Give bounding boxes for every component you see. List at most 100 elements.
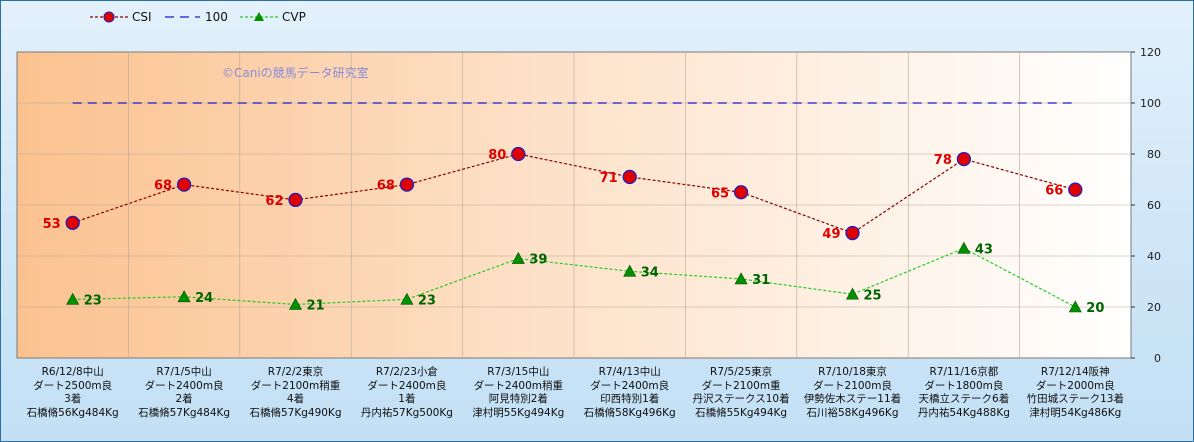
x-tick-label-line: 石橋脩58Kg496Kg — [583, 406, 676, 419]
x-tick-label-line: ダート2400m稍重 — [473, 379, 564, 392]
watermark: ©Caniの競馬データ研究室 — [222, 65, 369, 80]
x-tick-label-line: ダート2400m良 — [367, 379, 447, 392]
x-tick-label-line: 伊勢佐木ステー11着 — [803, 393, 902, 406]
legend-csi-label: CSI — [132, 10, 152, 24]
x-tick-label-line: R7/12/14阪神 — [1040, 366, 1110, 378]
csi-point — [65, 215, 80, 231]
cvp-data-label: 25 — [864, 288, 882, 303]
x-tick-label-line: ダート2100m重 — [701, 379, 781, 392]
cvp-point — [400, 292, 414, 305]
cvp-point — [734, 272, 748, 285]
legend-100-label: 100 — [205, 10, 228, 24]
cvp-point — [1068, 300, 1082, 313]
csi-point — [1068, 182, 1083, 197]
y-tick-label: 60 — [1147, 199, 1161, 212]
cvp-point — [288, 297, 303, 310]
y-tick-label: 40 — [1147, 250, 1161, 263]
y-tick-label: 20 — [1147, 301, 1161, 314]
y-tick-label: 80 — [1147, 148, 1161, 161]
cvp-data-label: 21 — [307, 298, 325, 313]
cvp-point — [66, 292, 80, 305]
x-tick-label: R7/2/2東京 ダート2100m稍重 4着 石橋脩57Kg490Kg — [240, 366, 352, 420]
x-tick-label-line: 丹内祐57Kg500Kg — [360, 406, 453, 419]
cvp-data-label: 20 — [1086, 301, 1104, 316]
x-tick-label-line: ダート2500m良 — [33, 379, 113, 392]
cvp-point — [177, 290, 191, 303]
x-tick-label-line: ダート2000m良 — [1035, 379, 1115, 392]
csi-data-label: 68 — [154, 179, 172, 194]
x-tick-label-line: 4着 — [286, 393, 305, 406]
x-tick-label-line: 津村明55Kg494Kg — [472, 406, 565, 419]
legend-csi-marker — [103, 11, 115, 23]
cvp-point — [845, 287, 860, 300]
x-tick-label-line: R7/5/25東京 — [710, 366, 773, 378]
csi-point — [845, 225, 860, 241]
cvp-data-label: 23 — [418, 293, 436, 308]
x-tick-label: R7/4/13中山 ダート2400m良 印西特別1着 石橋脩58Kg496Kg — [574, 366, 686, 420]
x-tick-label-line: ダート2100m良 — [813, 379, 892, 392]
x-tick-label-line: 印西特別1着 — [600, 393, 660, 406]
csi-point — [956, 151, 972, 167]
x-tick-label-line: ダート2100m稍重 — [250, 379, 341, 392]
cvp-point — [623, 264, 637, 277]
y-tick-label: 0 — [1154, 352, 1161, 365]
cvp-data-label: 24 — [195, 291, 213, 306]
x-tick-label-line: 竹田城ステーク13着 — [1026, 393, 1124, 406]
csi-data-label: 62 — [265, 194, 283, 209]
x-tick-label: R7/3/15中山 ダート2400m稍重 阿見特別2着 津村明55Kg494Kg — [462, 366, 574, 420]
csi-data-label: 65 — [711, 186, 729, 201]
cvp-point — [957, 241, 971, 254]
x-tick-label-line: R7/3/15中山 — [487, 366, 550, 378]
x-tick-label: R7/5/25東京 ダート2100m重 丹沢ステークス10着 石橋脩55Kg494Kg — [685, 366, 797, 420]
x-tick-label-line: R7/10/18東京 — [818, 366, 887, 378]
x-tick-label-line: R7/2/23小倉 — [375, 366, 438, 378]
x-tick-label-line: R6/12/8中山 — [41, 366, 104, 378]
x-tick-label-line: R7/2/2東京 — [267, 366, 324, 378]
x-tick-label-line: 3着 — [64, 393, 82, 406]
cvp-data-label: 43 — [975, 242, 993, 257]
csi-point — [511, 146, 526, 162]
csi-data-label: 49 — [822, 227, 840, 242]
x-tick-label-line: 石橋脩57Kg484Kg — [138, 406, 231, 419]
x-tick-label-line: R7/4/13中山 — [598, 366, 661, 378]
csi-point — [399, 177, 415, 192]
x-tick-label-line: 1着 — [398, 393, 416, 406]
cvp-data-label: 23 — [84, 293, 102, 308]
x-tick-label-line: 津村明54Kg486Kg — [1029, 406, 1122, 419]
cvp-data-label: 31 — [752, 273, 770, 288]
cvp-data-label: 39 — [529, 253, 547, 268]
x-tick-label-line: 2着 — [175, 393, 193, 406]
csi-data-label: 66 — [1045, 184, 1063, 199]
x-tick-label-line: ダート1800m良 — [924, 379, 1004, 392]
x-tick-label: R7/1/5中山 ダート2400m良 2着 石橋脩57Kg484Kg — [128, 366, 240, 420]
x-tick-label: R7/12/14阪神 ダート2000m良 竹田城ステーク13着 津村明54Kg486K… — [1019, 366, 1131, 420]
x-tick-label-line: 石橋脩57Kg490Kg — [249, 406, 342, 419]
cvp-point — [511, 251, 525, 264]
csi-point — [176, 177, 192, 192]
csi-data-label: 71 — [600, 171, 618, 186]
x-tick-label-line: 石橋脩55Kg494Kg — [695, 406, 788, 419]
x-tick-label: R7/2/23小倉 ダート2400m良 1着 丹内祐57Kg500Kg — [351, 366, 463, 420]
csi-data-label: 53 — [43, 217, 61, 232]
x-tick-label-line: 丹内祐54Kg488Kg — [917, 406, 1010, 419]
series-cvp-line — [72, 247, 1076, 308]
csi-data-label: 80 — [488, 148, 506, 163]
x-tick-label-line: 石橋脩56Kg484Kg — [26, 406, 119, 419]
csi-data-label: 78 — [934, 153, 952, 168]
x-tick-label: R7/11/16京都 ダート1800m良 天橋立ステーク6着 丹内祐54Kg488Kg — [908, 366, 1020, 420]
y-tick-label: 100 — [1140, 97, 1161, 110]
legend-cvp-marker — [254, 12, 264, 21]
x-tick-label-line: R7/11/16京都 — [929, 366, 999, 378]
csi-point — [622, 169, 637, 185]
csi-data-label: 68 — [377, 179, 395, 194]
x-tick-label-line: 石川裕58Kg496Kg — [806, 406, 899, 419]
x-tick-label-line: 阿見特別2着 — [488, 393, 548, 406]
x-tick-label-line: R7/1/5中山 — [156, 366, 212, 378]
x-tick-label-line: ダート2400m良 — [144, 379, 224, 392]
y-tick-label: 120 — [1140, 46, 1161, 59]
csi-point — [288, 192, 303, 208]
x-tick-label-line: 丹沢ステークス10着 — [692, 393, 790, 406]
x-tick-label: R6/12/8中山 ダート2500m良 3着 石橋脩56Kg484Kg — [17, 366, 129, 420]
x-tick-label-line: ダート2400m良 — [590, 379, 670, 392]
